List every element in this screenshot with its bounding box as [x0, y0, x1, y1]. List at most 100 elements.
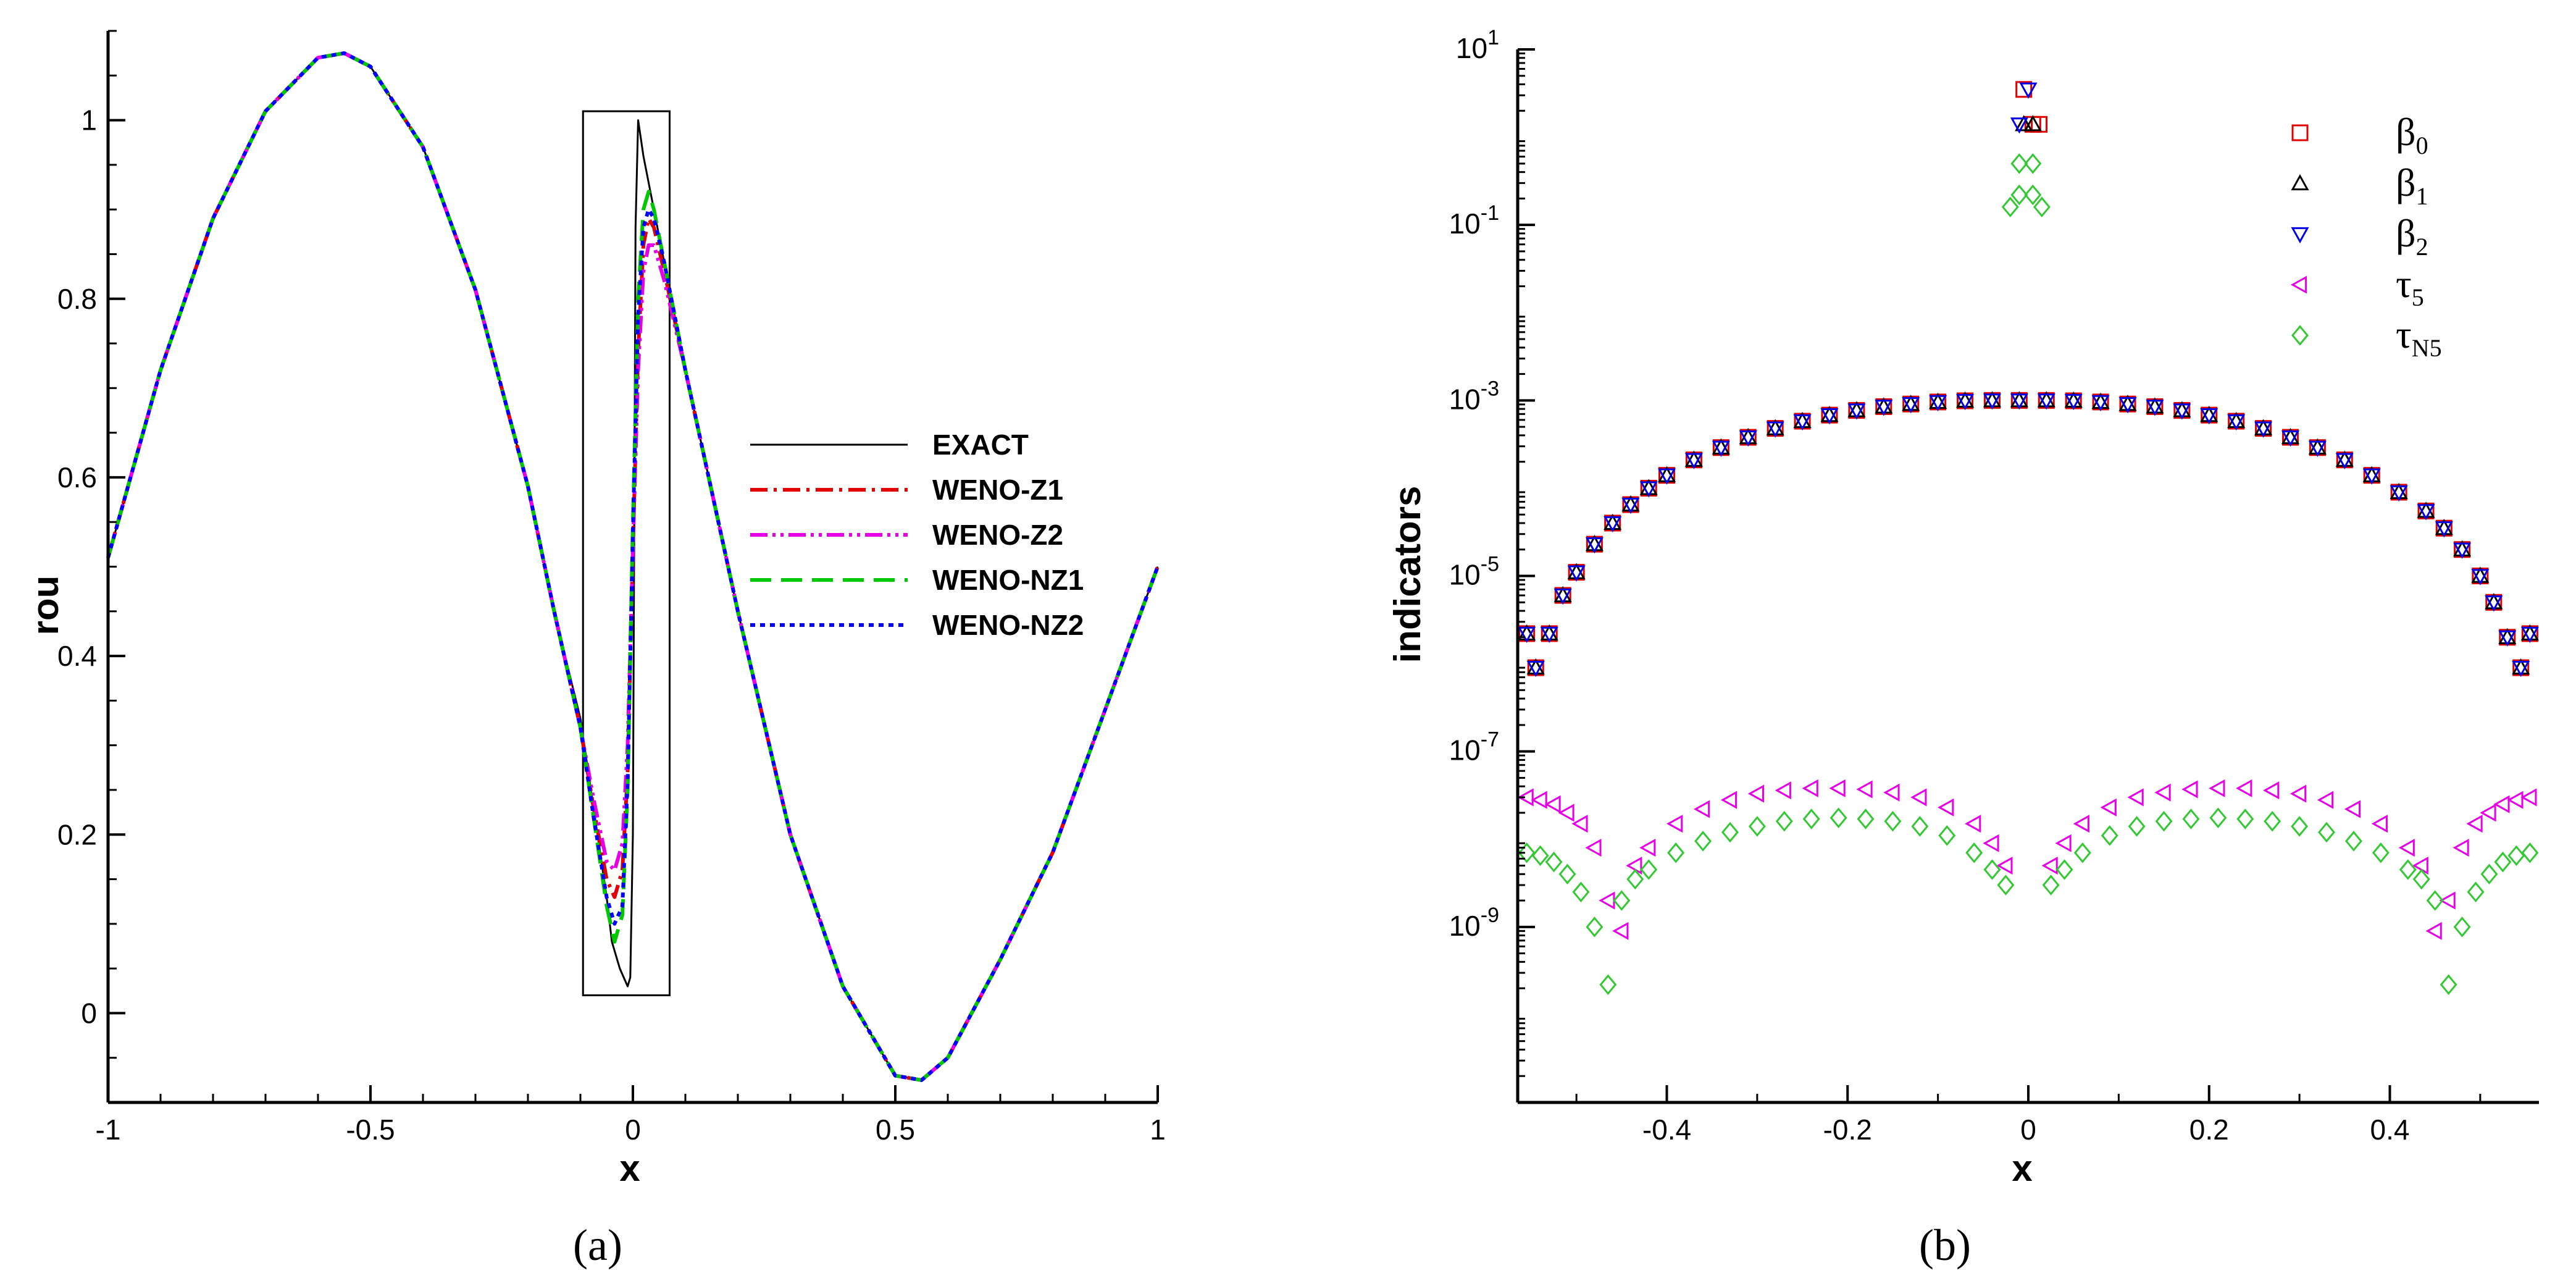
- scatter-point-τ5: [2425, 921, 2442, 940]
- scatter-point-τN5: [1857, 808, 1875, 829]
- scatter-point-τN5: [1572, 881, 1590, 903]
- panel-a-y-tick-label: 1: [81, 104, 97, 136]
- panel-b-y-tick-label: 10-9: [1449, 904, 1499, 942]
- legend-label-τN5: τN5: [2396, 313, 2442, 362]
- scatter-point-τN5: [1775, 811, 1793, 832]
- scatter-point-τ5: [1996, 856, 2013, 875]
- scatter-point-τN5: [2494, 851, 2512, 873]
- scatter-point-τN5: [1558, 863, 1576, 885]
- legend-label-β0: β0: [2396, 110, 2428, 159]
- scatter-point-τN5: [1667, 842, 1685, 863]
- scatter-point-τN5: [2440, 974, 2457, 996]
- scatter-point-τN5: [1721, 821, 1739, 843]
- scatter-point-β2: [2335, 453, 2354, 469]
- panel-a-plot-area: [106, 51, 1160, 1082]
- panel-a-x-axis-title: x: [619, 1148, 640, 1189]
- panel-b-y-tick-label: 101: [1456, 26, 1499, 64]
- scatter-point-β2: [1621, 497, 1640, 514]
- scatter-point-τ5: [2041, 856, 2058, 875]
- panel-a-x-tick-label: -0.5: [346, 1114, 395, 1146]
- scatter-point-τN5: [1586, 917, 1604, 938]
- scatter-point-β2: [2498, 630, 2517, 647]
- scatter-point-τ5: [1883, 783, 1900, 802]
- scatter-point-β2: [2362, 468, 2381, 485]
- scatter-point-β2: [2390, 485, 2408, 502]
- scatter-point-β2: [1820, 408, 1839, 425]
- scatter-point-τ5: [1775, 781, 1791, 800]
- scatter-point-τN5: [1802, 808, 1820, 829]
- scatter-point-β0: [2015, 81, 2033, 98]
- scatter-point-β2: [1955, 393, 1975, 411]
- scatter-point-τ5: [1558, 804, 1574, 822]
- scatter-point-τ5: [2480, 804, 2496, 822]
- scatter-point-β2: [2037, 393, 2055, 410]
- scatter-point-τN5: [2024, 184, 2042, 206]
- scatter-point-τN5: [2209, 807, 2227, 828]
- scatter-point-τN5: [2399, 859, 2417, 880]
- scatter-point-β2: [2010, 117, 2028, 134]
- scatter-point-τN5: [1884, 811, 1902, 832]
- panel-b-scatter-chart: -0.4 -0.2 0 0.2 0.4 10-9 10-7 10-5 10-3 10-1 101 β…: [1387, 26, 2539, 1270]
- legend-label-weno-nz1: WENO-NZ1: [932, 564, 1084, 596]
- scatter-point-τN5: [2055, 859, 2073, 880]
- panel-a-y-axis-title: rou: [25, 576, 66, 636]
- panel-b-x-tick-label: -0.2: [1823, 1114, 1872, 1146]
- scatter-point-β2: [2520, 626, 2539, 644]
- legend-label-weno-z1: WENO-Z1: [932, 474, 1063, 506]
- scatter-point-β2: [1902, 397, 1920, 414]
- scatter-point-β2: [2010, 393, 2028, 410]
- scatter-point-τN5: [2101, 825, 2118, 846]
- legend-marker-τ5: [2290, 275, 2307, 294]
- scatter-point-β2: [1518, 626, 1536, 644]
- scatter-point-τ5: [2073, 815, 2089, 833]
- scatter-point-β2: [1639, 481, 1658, 498]
- scatter-point-β2: [1739, 430, 1757, 447]
- scatter-point-τN5: [1518, 842, 1536, 863]
- scatter-point-β2: [2254, 421, 2273, 438]
- scatter-point-τN5: [1748, 816, 1766, 837]
- panel-b-y-tick-label: 10-3: [1449, 377, 1499, 415]
- scatter-point-τN5: [2033, 196, 2051, 217]
- scatter-point-β2: [2019, 82, 2038, 99]
- panel-b-plot-area: [1517, 81, 2539, 996]
- scatter-point-τ5: [2127, 788, 2144, 807]
- scatter-point-τN5: [2024, 153, 2042, 174]
- legend-marker-τN5: [2291, 325, 2309, 346]
- scatter-point-τ5: [2344, 800, 2361, 818]
- panel-b-x-tick-label: -0.4: [1642, 1114, 1691, 1146]
- scatter-point-τN5: [2453, 917, 2471, 938]
- scatter-point-β2: [2471, 569, 2490, 586]
- scatter-point-τN5: [1626, 868, 1644, 890]
- scatter-point-τN5: [1965, 842, 1983, 863]
- panel-b-y-axis-title: indicators: [1387, 486, 1428, 663]
- scatter-point-τ5: [2507, 791, 2524, 809]
- panel-a-x-tick-label: -1: [96, 1114, 121, 1146]
- legend-marker-β0: [2291, 124, 2309, 141]
- legend-label-β2: β2: [2396, 211, 2428, 261]
- panel-a-legend: EXACT WENO-Z1 WENO-Z2 WENO-NZ1 WENO-NZ2: [750, 429, 1084, 641]
- scatter-point-τ5: [2263, 781, 2280, 800]
- legend-marker-β2: [2291, 227, 2309, 244]
- scatter-point-β2: [2435, 521, 2453, 538]
- scatter-point-τ5: [1666, 815, 1683, 833]
- scatter-point-τN5: [1997, 875, 2015, 896]
- scatter-point-τN5: [2010, 184, 2028, 206]
- scatter-point-τ5: [1517, 788, 1534, 807]
- scatter-point-τN5: [2010, 153, 2028, 174]
- legend-label-τ5: τ5: [2396, 262, 2424, 311]
- scatter-point-τN5: [1911, 816, 1929, 837]
- scatter-point-β2: [1540, 626, 1558, 644]
- scatter-point-τN5: [2372, 842, 2390, 863]
- scatter-point-τN5: [2467, 881, 2485, 903]
- scatter-point-τ5: [2236, 779, 2252, 797]
- scatter-point-β0: [2031, 115, 2048, 133]
- scatter-point-β2: [1657, 468, 1676, 485]
- scatter-point-τN5: [1983, 859, 2001, 880]
- scatter-point-τ5: [2154, 783, 2171, 802]
- scatter-point-τ5: [2453, 838, 2469, 857]
- scatter-point-β2: [2091, 395, 2110, 411]
- scatter-point-τ5: [1965, 815, 1981, 833]
- scatter-point-τ5: [1585, 838, 1602, 857]
- scatter-point-τ5: [1544, 795, 1561, 813]
